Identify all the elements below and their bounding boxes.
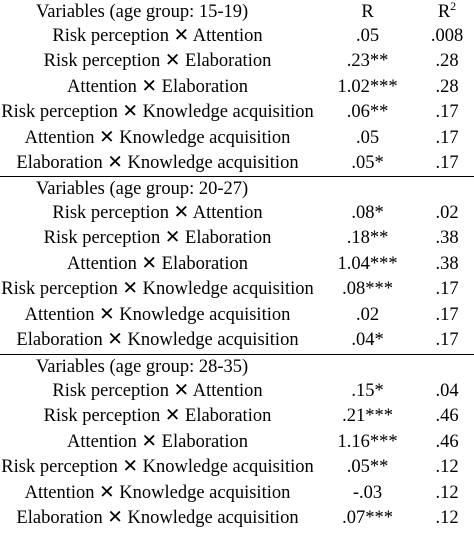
variables-cell: Attention ✕ Elaboration	[67, 431, 248, 452]
column-header-r2: R2	[437, 0, 457, 22]
table-row: Attention ✕ Elaboration 1.04*** .38	[0, 252, 474, 277]
r2-cell: .17	[435, 153, 459, 173]
variables-cell: Elaboration ✕ Knowledge acquisition	[16, 153, 299, 173]
r2-cell: .46	[435, 431, 459, 452]
group-divider	[0, 354, 474, 355]
r-cell: .08*	[351, 203, 384, 223]
variables-cell: Risk perception ✕ Knowledge acquisition	[1, 457, 314, 478]
r-cell: .05*	[351, 153, 384, 173]
r-cell: .15*	[351, 381, 384, 401]
variables-cell: Attention ✕ Knowledge acquisition	[24, 304, 291, 325]
variables-cell: Elaboration ✕ Knowledge acquisition	[16, 330, 299, 350]
r2-cell: .12	[435, 508, 459, 528]
variables-cell: Attention ✕ Elaboration	[67, 253, 248, 274]
table-row: Risk perception ✕ Attention .08* .02	[0, 201, 474, 226]
variables-cell: Risk perception ✕ Attention	[52, 203, 263, 223]
table-row: Risk perception ✕ Knowledge acquisition …	[0, 277, 474, 302]
table-row: Risk perception ✕ Elaboration .23** .28	[0, 49, 474, 74]
table-row: Risk perception ✕ Knowledge acquisition …	[0, 455, 474, 480]
table-row: Attention ✕ Elaboration 1.02*** .28	[0, 75, 474, 100]
r2-cell: .28	[435, 76, 459, 97]
group-header: Variables (age group: 28-35)	[36, 357, 249, 377]
r-cell: .06**	[346, 102, 389, 123]
group-header-row: Variables (age group: 20-27)	[0, 177, 474, 201]
r2-cell: .12	[435, 457, 459, 478]
r2-cell: .12	[435, 482, 459, 503]
r2-cell: .38	[435, 228, 459, 249]
r2-cell: .17	[435, 330, 459, 350]
table-row: Attention ✕ Knowledge acquisition .02 .1…	[0, 303, 474, 328]
table-row: Risk perception ✕ Attention .15* .04	[0, 379, 474, 404]
variables-cell: Risk perception ✕ Elaboration	[43, 228, 272, 249]
r-cell: .05	[355, 127, 380, 148]
r2-cell: .17	[435, 304, 459, 325]
group-divider	[0, 176, 474, 177]
table-row: Risk perception ✕ Attention .05 .008	[0, 24, 474, 49]
table-row: Elaboration ✕ Knowledge acquisition .05*…	[0, 151, 474, 176]
r2-cell: .008	[430, 26, 464, 46]
r-cell: 1.04***	[337, 253, 398, 274]
group-header-row: Variables (age group: 28-35)	[0, 355, 474, 379]
r2-cell: .28	[435, 51, 459, 72]
variables-cell: Risk perception ✕ Knowledge acquisition	[1, 102, 314, 123]
r2-cell: .46	[435, 406, 459, 427]
r-cell: .07***	[342, 508, 393, 528]
variables-cell: Attention ✕ Elaboration	[67, 76, 248, 97]
r2-cell: .04	[435, 381, 459, 401]
r2-cell: .17	[435, 102, 459, 123]
variables-cell: Risk perception ✕ Knowledge acquisition	[1, 279, 314, 300]
variables-cell: Risk perception ✕ Attention	[52, 26, 263, 46]
table-row: Attention ✕ Knowledge acquisition .05 .1…	[0, 126, 474, 151]
table-row: Risk perception ✕ Elaboration .21*** .46	[0, 404, 474, 429]
r-cell: 1.16***	[337, 431, 398, 452]
column-header-r: R	[361, 2, 374, 22]
r2-cell: .17	[435, 279, 459, 300]
group-header: Variables (age group: 20-27)	[36, 179, 249, 199]
table-row: Elaboration ✕ Knowledge acquisition .07*…	[0, 506, 474, 531]
variables-cell: Risk perception ✕ Elaboration	[43, 406, 272, 427]
table-row: Attention ✕ Knowledge acquisition -.03 .…	[0, 481, 474, 506]
r2-cell: .38	[435, 253, 459, 274]
r-cell: -.03	[352, 482, 383, 503]
r-cell: .23**	[346, 51, 389, 72]
variables-cell: Attention ✕ Knowledge acquisition	[24, 482, 291, 503]
r-cell: .05	[355, 26, 380, 46]
r-cell: 1.02***	[337, 76, 398, 97]
r-cell: .02	[355, 304, 380, 325]
variables-cell: Risk perception ✕ Attention	[52, 381, 263, 401]
r-cell: .18**	[346, 228, 389, 249]
r-cell: .04*	[351, 330, 384, 350]
table-row: Elaboration ✕ Knowledge acquisition .04*…	[0, 328, 474, 353]
table-row: Attention ✕ Elaboration 1.16*** .46	[0, 430, 474, 455]
group-header-row: Variables (age group: 15-19) R R2	[0, 0, 474, 24]
r-cell: .05**	[346, 457, 389, 478]
group-header: Variables (age group: 15-19)	[36, 2, 249, 22]
r-cell: .21***	[342, 406, 393, 427]
r2-cell: .17	[435, 127, 459, 148]
table-row: Risk perception ✕ Elaboration .18** .38	[0, 226, 474, 251]
r2-cell: .02	[435, 203, 459, 223]
table-row: Risk perception ✕ Knowledge acquisition …	[0, 100, 474, 125]
r-cell: .08***	[342, 279, 393, 300]
variables-cell: Elaboration ✕ Knowledge acquisition	[16, 508, 299, 528]
variables-cell: Attention ✕ Knowledge acquisition	[24, 127, 291, 148]
variables-cell: Risk perception ✕ Elaboration	[43, 51, 272, 72]
